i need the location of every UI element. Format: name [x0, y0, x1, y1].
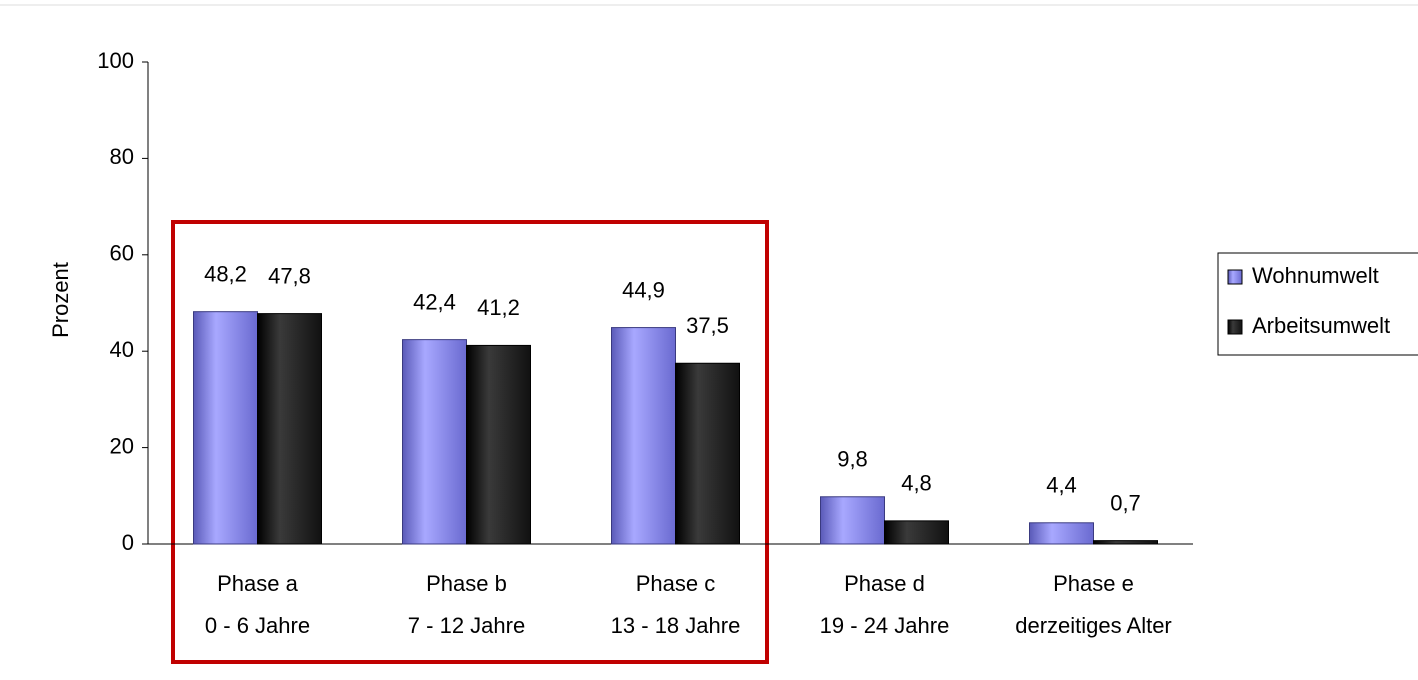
bar	[466, 344, 531, 545]
value-label: 9,8	[837, 447, 868, 472]
y-tick-label: 60	[110, 241, 134, 266]
y-tick-label: 20	[110, 433, 134, 458]
value-label: 37,5	[686, 313, 729, 338]
bar	[820, 496, 885, 545]
value-label: 48,2	[204, 261, 247, 286]
bar	[675, 362, 740, 545]
x-tick-label: 0 - 6 Jahre	[205, 613, 310, 638]
y-tick-label: 0	[122, 530, 134, 555]
legend-box	[1217, 252, 1418, 356]
bar	[1029, 522, 1094, 545]
bar	[1093, 540, 1158, 545]
y-tick-label: 100	[97, 48, 134, 73]
value-label: 4,8	[901, 471, 932, 496]
legend-swatch	[1227, 269, 1243, 285]
legend-label: Arbeitsumwelt	[1252, 313, 1390, 338]
y-axis-label: Prozent	[48, 262, 73, 338]
value-label: 0,7	[1110, 490, 1141, 515]
x-tick-label: 13 - 18 Jahre	[611, 613, 741, 638]
value-label: 4,4	[1046, 473, 1077, 498]
x-tick-label: 7 - 12 Jahre	[408, 613, 525, 638]
bar	[611, 327, 676, 545]
value-label: 42,4	[413, 289, 456, 314]
highlight-box	[171, 220, 769, 664]
legend-label: Wohnumwelt	[1252, 263, 1379, 288]
x-tick-label: Phase e	[1053, 571, 1134, 596]
bar	[884, 520, 949, 545]
x-tick-label: Phase b	[426, 571, 507, 596]
y-tick-label: 80	[110, 144, 134, 169]
bar	[193, 311, 258, 545]
x-tick-label: derzeitiges Alter	[1015, 613, 1172, 638]
x-tick-label: Phase c	[636, 571, 716, 596]
x-tick-label: Phase a	[217, 571, 298, 596]
legend-swatch	[1227, 319, 1243, 335]
value-label: 44,9	[622, 277, 665, 302]
y-tick-label: 40	[110, 337, 134, 362]
value-label: 41,2	[477, 295, 520, 320]
bar	[402, 339, 467, 545]
bar	[257, 313, 322, 545]
value-label: 47,8	[268, 263, 311, 288]
x-tick-label: 19 - 24 Jahre	[820, 613, 950, 638]
x-tick-label: Phase d	[844, 571, 925, 596]
